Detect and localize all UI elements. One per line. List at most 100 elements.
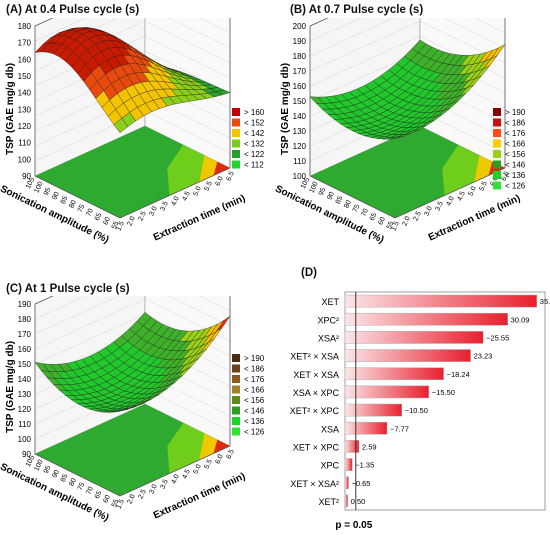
z-tick-label: 200 — [293, 22, 307, 31]
x-tick-label: 4.0 — [170, 195, 181, 207]
pareto-bar — [344, 294, 538, 308]
panel-a-title: (A) At 0.4 Pulse cycle (s) — [6, 4, 140, 16]
color-legend: > 160 < 152< 142 < 132< 122 < 112 — [232, 108, 265, 170]
pareto-bar — [344, 440, 360, 453]
y-tick-label: 65 — [94, 212, 104, 222]
color-legend: > 190 < 186< 176 < 166< 156 < 146< 136 < 126 — [232, 354, 265, 437]
x-tick-label: 6.5 — [225, 170, 236, 182]
x-tick-label: 5.5 — [478, 180, 489, 192]
z-tick-label: 130 — [18, 105, 32, 114]
z-tick-label: 110 — [18, 420, 31, 429]
legend-label: > 190 — [505, 108, 526, 117]
z-tick-label: 150 — [18, 360, 32, 369]
y-tick-label: 90 — [51, 191, 61, 201]
pareto-value-label: 23.23 — [474, 352, 493, 361]
legend-swatch — [493, 160, 501, 169]
legend-swatch — [232, 108, 240, 116]
y-tick-label: 60 — [377, 216, 387, 226]
x-tick-label: 2.5 — [412, 210, 423, 222]
color-legend: > 190 < 186< 176 < 166< 156 < 146< 136 < 126 — [493, 108, 526, 191]
y-tick-label: 95 — [318, 187, 328, 197]
y-tick-label: 80 — [68, 477, 78, 487]
x-tick-label: 5.5 — [203, 180, 214, 192]
legend-swatch — [232, 375, 240, 383]
panel-c-title: (C) At 1 Pulse cycle (s) — [6, 283, 130, 295]
pareto-category-label: XET² × XSA — [290, 352, 339, 362]
y-tick-label: 65 — [369, 212, 379, 222]
legend-label: < 152 — [244, 119, 265, 128]
legend-label: < 186 — [244, 365, 265, 374]
pareto-value-label: 0.50 — [351, 497, 366, 506]
plot-box-edges — [34, 296, 231, 497]
y-tick-label: 90 — [326, 191, 336, 201]
z-tick-label: 140 — [18, 375, 32, 384]
legend-swatch — [232, 417, 240, 425]
legend-label: < 142 — [244, 129, 265, 138]
pareto-category-label: XET² — [318, 497, 339, 507]
legend-swatch — [232, 150, 240, 158]
y-tick-label: 105 — [25, 455, 36, 469]
z-tick-label: 100 — [18, 435, 32, 444]
y-tick-label: 105 — [300, 177, 311, 191]
pareto-value-label: −25.55 — [486, 333, 509, 342]
x-tick-label: 6.0 — [214, 175, 225, 187]
y-tick-label: 85 — [60, 473, 70, 483]
legend-label: < 122 — [244, 150, 265, 159]
y-tick-label: 100 — [33, 459, 44, 473]
legend-label: < 146 — [244, 407, 265, 416]
x-tick-label: 1.5 — [115, 498, 126, 510]
y-tick-label: 75 — [77, 203, 87, 213]
pareto-value-label: 2.59 — [362, 442, 377, 451]
z-tick-label: 170 — [18, 330, 32, 339]
y-tick-label: 85 — [60, 195, 70, 205]
z-tick-label: 170 — [293, 67, 307, 76]
legend-swatch — [232, 139, 240, 148]
legend-label: < 176 — [505, 129, 526, 138]
floor-contour — [35, 126, 230, 218]
response-surface — [34, 27, 231, 134]
pareto-category-label: XSA — [321, 424, 339, 434]
legend-label: < 156 — [505, 150, 526, 159]
pareto-value-label: −10.50 — [405, 406, 428, 415]
z-tick-label: 180 — [18, 22, 32, 31]
z-tick-label: 90 — [22, 450, 31, 459]
x-tick-label: 6.0 — [489, 175, 500, 187]
pareto-value-label: 30.09 — [511, 315, 530, 324]
z-tick-label: 150 — [18, 72, 32, 81]
legend-swatch — [493, 139, 501, 148]
legend-label: < 156 — [244, 396, 265, 405]
x-tick-label: 4.5 — [456, 190, 467, 202]
pareto-bar — [344, 403, 403, 417]
pareto-value-label: −0.65 — [352, 479, 371, 488]
pareto-bar — [344, 385, 430, 399]
y-tick-label: 75 — [352, 203, 362, 213]
y-tick-label: 85 — [335, 195, 345, 205]
surface-plot-b: 100 110 120 130 140 150 160 170 180 190 200 1.5 2.0 2… — [275, 18, 526, 246]
pareto-category-label: XET × XSA — [293, 370, 339, 380]
x-tick-label: 5.0 — [467, 185, 478, 197]
legend-swatch — [493, 171, 501, 179]
x-axis-label: Extraction time (min) — [152, 471, 247, 522]
panel-b-title: (B) At 0.7 Pulse cycle (s) — [290, 4, 424, 16]
pareto-value-label: −1.35 — [355, 461, 374, 470]
pareto-bar — [344, 349, 471, 362]
x-tick-label: 3.0 — [148, 483, 159, 495]
legend-swatch — [232, 354, 240, 362]
plot-box-edges — [309, 18, 506, 219]
legend-swatch — [232, 160, 240, 169]
legend-swatch — [232, 396, 240, 404]
y-tick-label: 100 — [308, 181, 319, 195]
legend-swatch — [232, 385, 240, 394]
legend-label: < 126 — [505, 182, 526, 191]
z-tick-label: 150 — [293, 97, 307, 106]
x-tick-label: 2.5 — [137, 210, 148, 222]
legend-label: < 146 — [505, 161, 526, 170]
y-tick-label: 60 — [102, 494, 112, 504]
pareto-bar — [344, 458, 353, 471]
z-tick-label: 180 — [18, 315, 32, 324]
legend-swatch — [493, 129, 501, 137]
pareto-bar — [344, 331, 484, 344]
legend-label: < 136 — [244, 417, 265, 426]
x-tick-label: 2.0 — [401, 215, 412, 227]
